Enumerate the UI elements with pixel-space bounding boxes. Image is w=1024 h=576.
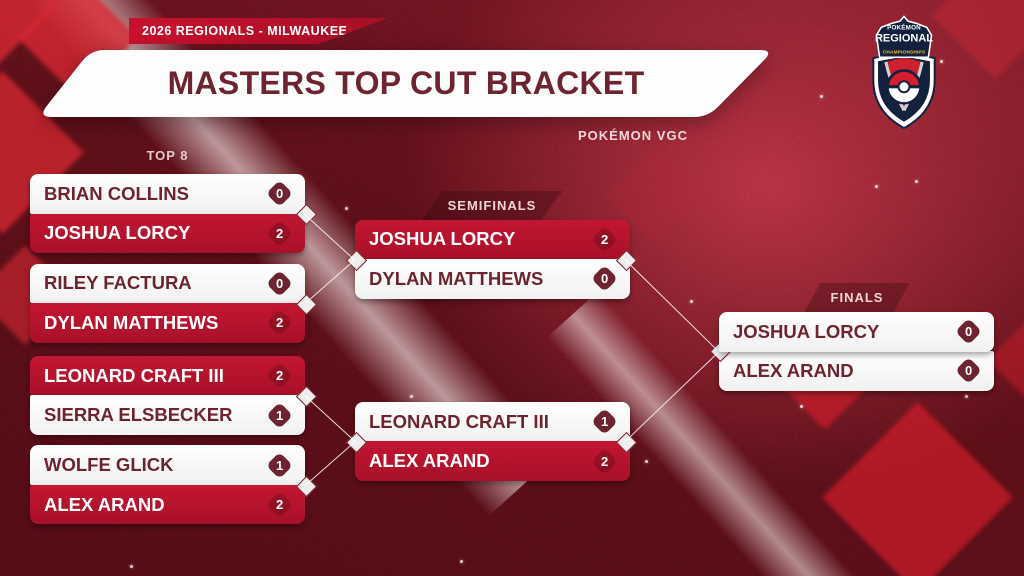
svg-text:REGIONAL: REGIONAL	[875, 33, 933, 45]
svg-text:CHAMPIONSHIPS: CHAMPIONSHIPS	[883, 50, 925, 56]
